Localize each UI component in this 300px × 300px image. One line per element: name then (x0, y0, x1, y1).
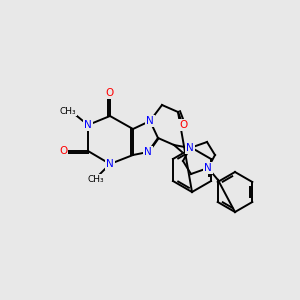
Text: O: O (59, 146, 67, 156)
Text: O: O (106, 88, 114, 98)
Text: N: N (146, 116, 154, 126)
Text: N: N (186, 143, 194, 153)
Text: N: N (84, 120, 92, 130)
Text: O: O (179, 120, 187, 130)
Text: N: N (204, 163, 212, 173)
Text: CH₃: CH₃ (60, 106, 76, 116)
Text: CH₃: CH₃ (88, 175, 104, 184)
Text: N: N (144, 147, 152, 157)
Text: N: N (106, 159, 114, 169)
